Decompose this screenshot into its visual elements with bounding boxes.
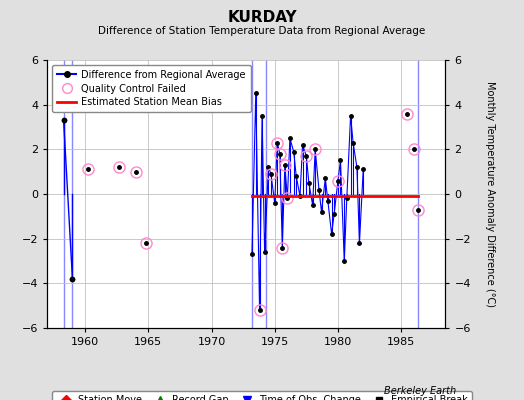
Text: KURDAY: KURDAY [227,10,297,25]
Y-axis label: Monthly Temperature Anomaly Difference (°C): Monthly Temperature Anomaly Difference (… [485,81,495,307]
Text: Difference of Station Temperature Data from Regional Average: Difference of Station Temperature Data f… [99,26,425,36]
Text: Berkeley Earth: Berkeley Earth [384,386,456,396]
Legend: Station Move, Record Gap, Time of Obs. Change, Empirical Break: Station Move, Record Gap, Time of Obs. C… [52,391,472,400]
